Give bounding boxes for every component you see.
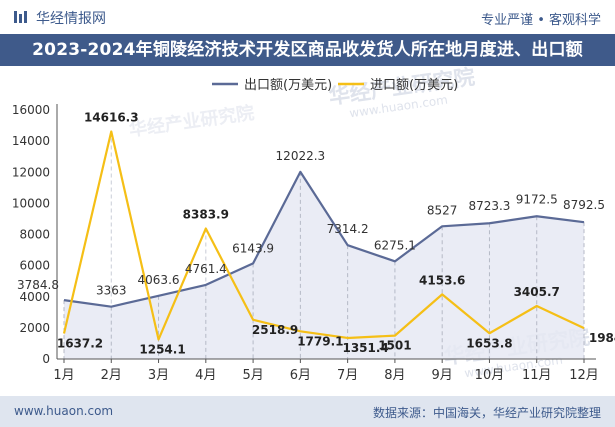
huajing-logo-icon bbox=[14, 11, 27, 23]
slogan: 专业严谨 • 客观科学 bbox=[481, 13, 601, 28]
import-data-label: 3405.7 bbox=[514, 285, 560, 299]
export-area-fill bbox=[64, 171, 584, 359]
export-data-label: 3363 bbox=[96, 284, 127, 298]
y-tick-label: 2000 bbox=[19, 321, 50, 335]
y-tick-label: 16000 bbox=[12, 103, 50, 117]
watermark-text: 华经产业研究院 bbox=[128, 102, 256, 141]
export-data-label: 6275.1 bbox=[374, 238, 416, 252]
import-data-label: 1779.1 bbox=[297, 334, 343, 348]
export-data-label: 4063.6 bbox=[138, 273, 180, 287]
line-chart: 华经产业研究院www.huaon.com华经产业研究院www.huaon.com… bbox=[12, 66, 615, 383]
area-layer bbox=[64, 171, 584, 359]
x-tick-label: 9月 bbox=[432, 368, 453, 383]
y-tick-label: 10000 bbox=[12, 196, 50, 210]
x-tick-label: 2月 bbox=[101, 368, 122, 383]
title-bar: 2023-2024年铜陵经济技术开发区商品收发货人所在地月度进、出口额 bbox=[0, 34, 615, 66]
y-tick-label: 12000 bbox=[12, 165, 50, 179]
x-tick-label: 4月 bbox=[195, 368, 216, 383]
y-tick-label: 4000 bbox=[19, 290, 50, 304]
import-data-label: 1501 bbox=[378, 339, 411, 353]
y-tick-label: 8000 bbox=[19, 228, 50, 242]
x-tick-label: 8月 bbox=[384, 368, 405, 383]
export-data-label: 8792.5 bbox=[563, 198, 605, 212]
x-tick-label: 12月 bbox=[569, 368, 599, 383]
axis-layer: 0 2000 4000 6000 8000 10000 12000 14000 16000 1月 2… bbox=[12, 103, 599, 383]
site-url: www.huaon.com bbox=[14, 404, 114, 418]
import-data-label: 14616.3 bbox=[84, 111, 139, 125]
export-data-label: 9172.5 bbox=[516, 192, 558, 206]
import-data-label: 1637.2 bbox=[57, 337, 103, 351]
x-tick-label: 1月 bbox=[53, 368, 74, 383]
series-layer bbox=[62, 130, 585, 341]
legend-import-label: 进口额(万美元) bbox=[370, 78, 458, 93]
y-tick-label: 0 bbox=[42, 352, 50, 366]
import-data-label: 2518.9 bbox=[252, 323, 298, 337]
x-tick-label: 10月 bbox=[475, 368, 505, 383]
import-data-label: 1254.1 bbox=[139, 342, 185, 356]
data-source: 数据来源：中国海关，华经产业研究院整理 bbox=[372, 406, 601, 420]
x-tick-label: 11月 bbox=[522, 368, 552, 383]
legend-export-label: 出口额(万美元) bbox=[244, 78, 332, 93]
import-data-label: 1351.4 bbox=[342, 341, 388, 355]
footer-bar: www.huaon.com 数据来源：中国海关，华经产业研究院整理 bbox=[0, 396, 615, 427]
x-tick-label: 6月 bbox=[290, 368, 311, 383]
x-tick-label: 5月 bbox=[242, 368, 263, 383]
x-tick-label: 3月 bbox=[148, 368, 169, 383]
export-data-label: 12022.3 bbox=[276, 149, 326, 163]
export-data-label: 8527 bbox=[427, 203, 458, 217]
chart-title: 2023-2024年铜陵经济技术开发区商品收发货人所在地月度进、出口额 bbox=[32, 40, 583, 60]
y-tick-label: 6000 bbox=[19, 259, 50, 273]
top-bar: 华经情报网 专业严谨 • 客观科学 bbox=[0, 0, 615, 34]
export-data-label: 4761.4 bbox=[185, 262, 227, 276]
drop-line-layer bbox=[63, 131, 585, 359]
import-series-line bbox=[62, 130, 585, 341]
legend: 出口额(万美元) 进口额(万美元) bbox=[212, 78, 458, 93]
export-data-label: 8723.3 bbox=[468, 199, 510, 213]
import-data-label: 8383.9 bbox=[183, 208, 229, 222]
import-data-label: 1984.4 bbox=[589, 331, 615, 345]
x-tick-label: 7月 bbox=[337, 368, 358, 383]
export-data-label: 7314.2 bbox=[327, 222, 369, 236]
data-label-layer: 3784.8 3363 4063.6 4761.4 6143.9 12022.3 7314.… bbox=[17, 111, 615, 357]
import-data-label: 1653.8 bbox=[466, 336, 512, 350]
brand-name: 华经情报网 bbox=[36, 11, 106, 27]
export-series-line bbox=[63, 170, 585, 308]
export-data-label: 6143.9 bbox=[232, 241, 274, 255]
y-tick-label: 14000 bbox=[12, 134, 50, 148]
import-data-label: 4153.6 bbox=[419, 273, 465, 287]
export-data-label: 3784.8 bbox=[17, 278, 59, 292]
